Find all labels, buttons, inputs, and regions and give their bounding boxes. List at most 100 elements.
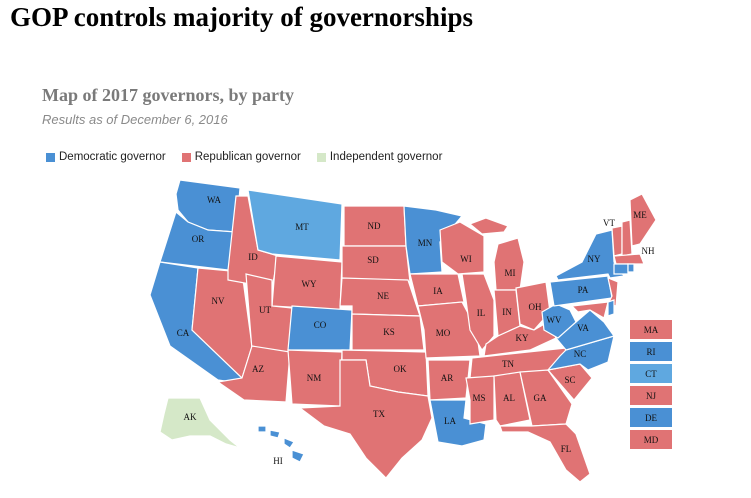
- small-state-box-DE[interactable]: [630, 408, 672, 427]
- small-state-label-MD: MD: [644, 435, 659, 445]
- state-NC[interactable]: [546, 335, 615, 371]
- map-subtitle: Results as of December 6, 2016: [42, 112, 228, 127]
- label-ND: ND: [368, 221, 381, 231]
- small-state-box-MD[interactable]: [630, 430, 672, 449]
- small-state-label-NJ: NJ: [646, 391, 656, 401]
- small-state-box-RI[interactable]: [630, 342, 672, 361]
- state-IA[interactable]: [409, 273, 465, 307]
- label-UT: UT: [259, 305, 271, 315]
- label-TX: TX: [373, 409, 385, 419]
- state-MI[interactable]: [493, 237, 525, 291]
- label-MN: MN: [418, 238, 433, 248]
- legend-swatch-independent: [316, 152, 326, 162]
- label-VT: VT: [603, 218, 615, 228]
- small-state-label-RI: RI: [647, 347, 656, 357]
- label-IL: IL: [477, 308, 486, 318]
- state-CT[interactable]: [613, 263, 629, 275]
- legend-swatch-republican: [181, 152, 191, 162]
- state-MD[interactable]: [570, 301, 609, 319]
- small-state-box-CT[interactable]: [630, 364, 672, 383]
- state-LA[interactable]: [429, 399, 487, 447]
- state-NH[interactable]: [621, 219, 633, 257]
- label-NC: NC: [574, 349, 587, 359]
- label-OR: OR: [192, 234, 205, 244]
- legend-label-independent: Independent governor: [329, 151, 443, 163]
- label-CA: CA: [177, 328, 190, 338]
- label-VA: VA: [577, 323, 589, 333]
- label-IA: IA: [433, 286, 443, 296]
- map-title: Map of 2017 governors, by party: [42, 85, 294, 105]
- state-HI-3[interactable]: [283, 437, 295, 449]
- label-MO: MO: [436, 328, 451, 338]
- state-HI-4[interactable]: [291, 449, 305, 463]
- label-PA: PA: [578, 285, 589, 295]
- state-MS[interactable]: [465, 375, 495, 425]
- label-OH: OH: [529, 302, 542, 312]
- label-TN: TN: [502, 359, 514, 369]
- state-MI-upper[interactable]: [468, 217, 509, 235]
- label-ID: ID: [248, 252, 258, 262]
- state-FL[interactable]: [499, 423, 591, 483]
- label-KY: KY: [516, 333, 529, 343]
- state-AR[interactable]: [427, 359, 471, 401]
- state-HI-2[interactable]: [269, 429, 281, 439]
- state-OH[interactable]: [515, 281, 551, 331]
- state-WI[interactable]: [439, 221, 485, 275]
- label-AR: AR: [441, 373, 454, 383]
- state-ME[interactable]: [629, 193, 657, 247]
- label-AZ: AZ: [252, 364, 264, 374]
- small-state-box-NJ[interactable]: [630, 386, 672, 405]
- state-MN[interactable]: [403, 205, 464, 275]
- legend-item-independent: Independent governor: [316, 151, 443, 163]
- state-MA[interactable]: [613, 253, 645, 265]
- label-OK: OK: [394, 364, 407, 374]
- legend-label-republican: Republican governor: [194, 151, 301, 163]
- label-HI: HI: [273, 456, 283, 466]
- label-NM: NM: [307, 373, 322, 383]
- state-RI[interactable]: [627, 263, 635, 273]
- label-MT: MT: [295, 222, 309, 232]
- state-HI-1[interactable]: [257, 425, 267, 433]
- label-NE: NE: [377, 291, 389, 301]
- headline: GOP controls majority of governorships: [10, 2, 473, 32]
- label-FL: FL: [561, 444, 572, 454]
- small-states-key: MA RI CT NJ DE MD: [630, 320, 672, 449]
- legend-swatch-democratic: [46, 152, 55, 162]
- state-GA[interactable]: [519, 369, 573, 427]
- label-CO: CO: [314, 320, 327, 330]
- label-LA: LA: [444, 416, 456, 426]
- label-SC: SC: [564, 375, 575, 385]
- label-SD: SD: [367, 255, 379, 265]
- label-WA: WA: [207, 195, 221, 205]
- label-MI: MI: [505, 268, 516, 278]
- label-IN: IN: [502, 307, 512, 317]
- label-ME: ME: [633, 210, 647, 220]
- state-AK[interactable]: [159, 397, 241, 449]
- state-KS[interactable]: [351, 313, 425, 351]
- label-NY: NY: [588, 254, 601, 264]
- state-VT[interactable]: [611, 225, 623, 257]
- label-AK: AK: [184, 412, 197, 422]
- state-MO[interactable]: [417, 301, 481, 359]
- label-GA: GA: [534, 393, 547, 403]
- small-state-box-MA[interactable]: [630, 320, 672, 339]
- state-SD[interactable]: [341, 245, 411, 283]
- label-NH: NH: [642, 246, 655, 256]
- legend: Democratic governor Republican governor …: [46, 151, 458, 163]
- label-KS: KS: [383, 327, 395, 337]
- label-WY: WY: [302, 279, 317, 289]
- label-MS: MS: [472, 393, 485, 403]
- state-TX[interactable]: [298, 359, 433, 479]
- small-state-label-CT: CT: [645, 369, 657, 379]
- label-NV: NV: [212, 296, 225, 306]
- state-DE[interactable]: [607, 299, 615, 317]
- small-state-label-MA: MA: [644, 325, 659, 335]
- legend-item-republican: Republican governor: [181, 151, 301, 163]
- label-WI: WI: [460, 254, 472, 264]
- legend-item-democratic: Democratic governor: [46, 151, 166, 163]
- small-state-label-DE: DE: [645, 413, 657, 423]
- state-AL[interactable]: [493, 371, 531, 427]
- label-AL: AL: [503, 393, 515, 403]
- state-MT[interactable]: [247, 189, 343, 261]
